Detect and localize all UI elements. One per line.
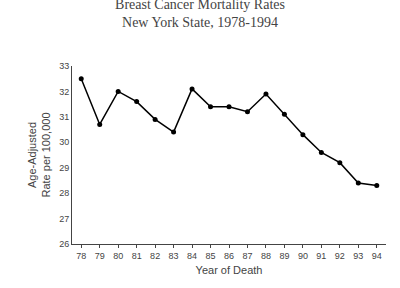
svg-text:82: 82 bbox=[150, 251, 160, 261]
svg-text:94: 94 bbox=[372, 251, 382, 261]
svg-text:85: 85 bbox=[206, 251, 216, 261]
svg-text:Breast Cancer Mortality RatesN: Breast Cancer Mortality RatesNew York St… bbox=[115, 0, 285, 30]
svg-text:32: 32 bbox=[59, 87, 69, 97]
svg-text:86: 86 bbox=[224, 251, 234, 261]
svg-text:79: 79 bbox=[95, 251, 105, 261]
svg-text:78: 78 bbox=[76, 251, 86, 261]
svg-text:91: 91 bbox=[316, 251, 326, 261]
svg-text:88: 88 bbox=[261, 251, 271, 261]
svg-text:29: 29 bbox=[59, 163, 69, 173]
svg-text:30: 30 bbox=[59, 137, 69, 147]
svg-text:31: 31 bbox=[59, 112, 69, 122]
svg-text:81: 81 bbox=[132, 251, 142, 261]
svg-text:80: 80 bbox=[113, 251, 123, 261]
svg-text:27: 27 bbox=[59, 214, 69, 224]
svg-text:89: 89 bbox=[279, 251, 289, 261]
svg-text:83: 83 bbox=[169, 251, 179, 261]
svg-text:93: 93 bbox=[353, 251, 363, 261]
svg-text:92: 92 bbox=[335, 251, 345, 261]
svg-text:33: 33 bbox=[59, 61, 69, 71]
svg-text:Year of Death: Year of Death bbox=[196, 264, 263, 276]
svg-text:28: 28 bbox=[59, 188, 69, 198]
svg-text:87: 87 bbox=[242, 251, 252, 261]
svg-text:26: 26 bbox=[59, 239, 69, 249]
svg-text:84: 84 bbox=[187, 251, 197, 261]
svg-text:Age-AdjustedRate per 100,000: Age-AdjustedRate per 100,000 bbox=[26, 112, 52, 197]
svg-text:90: 90 bbox=[298, 251, 308, 261]
